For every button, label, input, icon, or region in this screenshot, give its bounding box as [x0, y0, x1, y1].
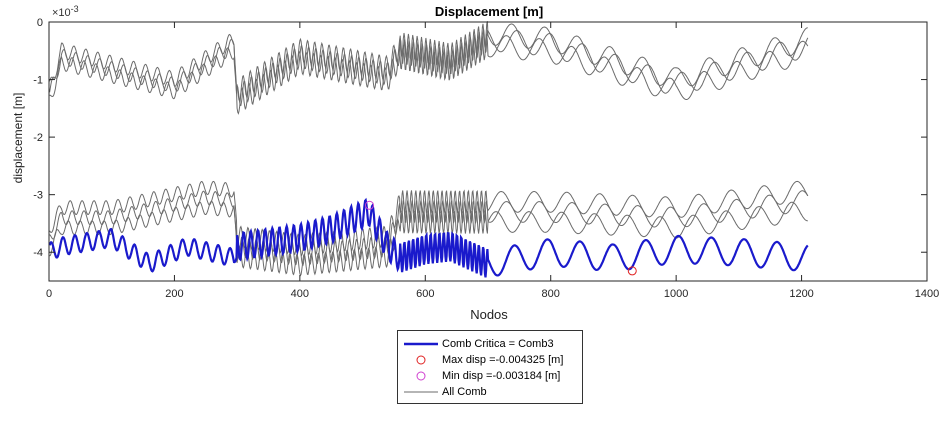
axes: 0 200 400 600 800 1000 1200 1400 0 -1 -2 -3 -4	[33, 17, 939, 300]
y-tick-label: -2	[33, 132, 43, 144]
x-tick-label: 400	[291, 288, 309, 300]
x-tick-label: 600	[416, 288, 434, 300]
legend-label-all: All Comb	[442, 386, 487, 398]
x-axis-label: Nodos	[470, 307, 508, 322]
plot-area	[48, 21, 809, 278]
y-tick-label: 0	[37, 17, 43, 29]
legend-symbol-critical-line	[404, 342, 438, 346]
all-comb-line-lower	[49, 200, 808, 277]
y-exponent-power: -3	[71, 4, 79, 14]
y-tick-label: -1	[33, 75, 43, 87]
series-critical-comb-line	[48, 197, 809, 278]
legend-item-critical: Comb Critica = Comb3	[398, 336, 582, 352]
x-tick-label: 1400	[915, 288, 939, 300]
legend-symbol-max-circle	[416, 355, 426, 365]
legend-item-all: All Comb	[398, 384, 582, 400]
legend-item-min: Min disp =-0.003184 [m]	[398, 368, 582, 384]
y-axis-label: displacement [m]	[11, 93, 25, 184]
legend-symbol-min-circle	[416, 371, 426, 381]
all-comb-line-lower	[49, 190, 809, 267]
legend-label-critical: Comb Critica = Comb3	[442, 338, 554, 350]
x-tick-label: 1000	[664, 288, 688, 300]
legend-item-max: Max disp =-0.004325 [m]	[398, 352, 582, 368]
y-tick-label: -3	[33, 190, 43, 202]
y-exponent-base: ×10	[52, 7, 71, 19]
series-all-comb	[49, 21, 809, 277]
all-comb-line-lower	[49, 180, 809, 257]
legend-symbol-all-line	[404, 391, 438, 393]
x-tick-label: 200	[165, 288, 183, 300]
chart-title: Displacement [m]	[435, 4, 543, 19]
legend-label-min: Min disp =-0.003184 [m]	[442, 370, 561, 382]
min-disp-marker	[364, 200, 374, 210]
x-tick-label: 800	[542, 288, 560, 300]
y-tick-label: -4	[33, 247, 43, 259]
plot-frame	[48, 21, 928, 282]
x-tick-label: 1200	[789, 288, 813, 300]
y-exponent-label: ×10-3	[52, 4, 79, 19]
legend-label-max: Max disp =-0.004325 [m]	[442, 354, 564, 366]
chart-legend: Comb Critica = Comb3 Max disp =-0.004325…	[397, 330, 583, 404]
all-comb-line-upper	[49, 33, 809, 115]
x-tick-label: 0	[46, 288, 52, 300]
max-disp-marker	[627, 266, 637, 276]
